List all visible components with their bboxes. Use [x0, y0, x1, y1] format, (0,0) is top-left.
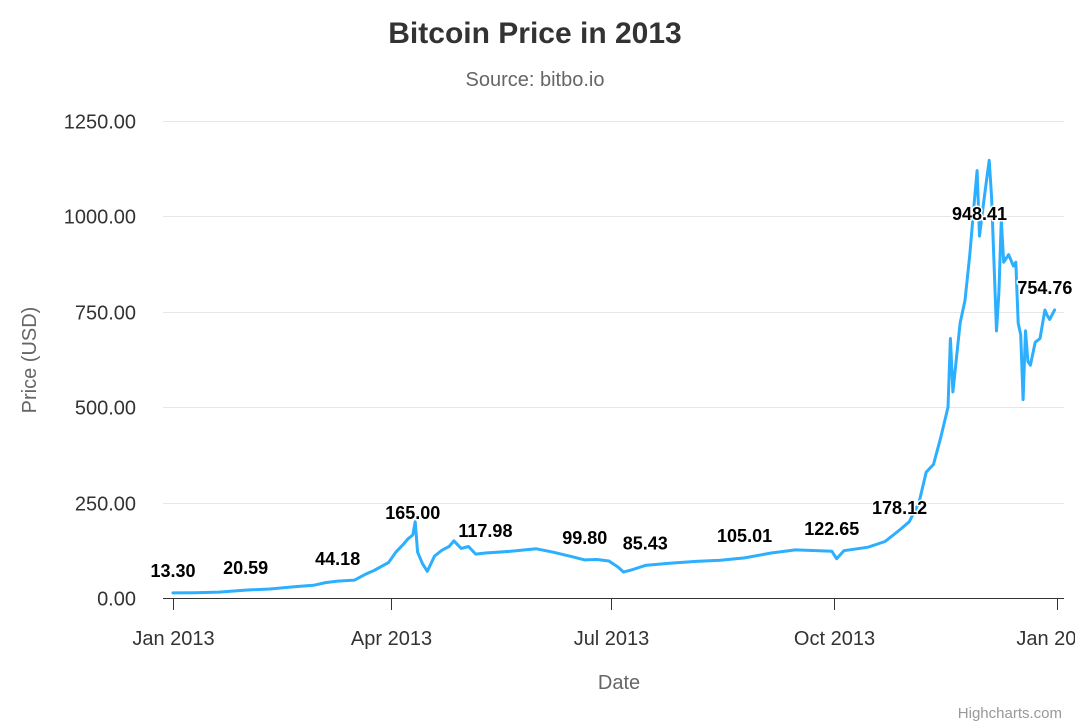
y-axis-ticks: 0.00 250.00 500.00 750.00 1000.00 1250.00 — [64, 112, 136, 611]
credits-link[interactable]: Highcharts.com — [958, 705, 1062, 722]
data-label: 44.18 — [315, 549, 360, 569]
chart-subtitle: Source: bitbo.io — [466, 69, 605, 91]
data-label: 13.30 — [150, 561, 195, 581]
x-tick-label: Apr 2013 — [351, 628, 432, 650]
data-label: 122.65 — [804, 519, 859, 539]
data-label: 117.98 — [458, 521, 512, 541]
y-tick-label: 750.00 — [75, 303, 136, 325]
y-tick-label: 500.00 — [75, 398, 136, 420]
x-axis: Jan 2013 Apr 2013 Jul 2013 Oct 2013 Jan 2014 — [132, 598, 1075, 650]
y-tick-label: 0.00 — [97, 589, 136, 611]
data-labels: 13.30 20.59 44.18 165.00 117.98 99.80 85.43 105… — [149, 203, 1074, 583]
price-series-line[interactable] — [171, 158, 1057, 595]
x-tick-label: Jan 2013 — [132, 628, 214, 650]
data-label: 20.59 — [223, 558, 268, 578]
y-tick-label: 250.00 — [75, 494, 136, 516]
y-gridlines — [163, 121, 1064, 599]
y-tick-label: 1250.00 — [64, 112, 136, 134]
data-label: 99.80 — [562, 528, 607, 548]
data-label: 754.76 — [1017, 278, 1072, 298]
series-layer — [171, 158, 1057, 595]
x-tick-label: Jul 2013 — [574, 628, 650, 650]
x-axis-title: Date — [598, 672, 640, 694]
data-label: 948.41 — [952, 204, 1007, 224]
data-label: 178.12 — [872, 498, 927, 518]
data-label: 85.43 — [623, 533, 668, 553]
x-tick-label: Oct 2013 — [794, 628, 875, 650]
y-tick-label: 1000.00 — [64, 207, 136, 229]
chart-title: Bitcoin Price in 2013 — [388, 17, 681, 50]
data-label: 165.00 — [385, 503, 440, 523]
data-label: 105.01 — [717, 526, 772, 546]
x-tick-label: Jan 2014 — [1016, 628, 1075, 650]
y-axis-title: Price (USD) — [19, 307, 41, 414]
